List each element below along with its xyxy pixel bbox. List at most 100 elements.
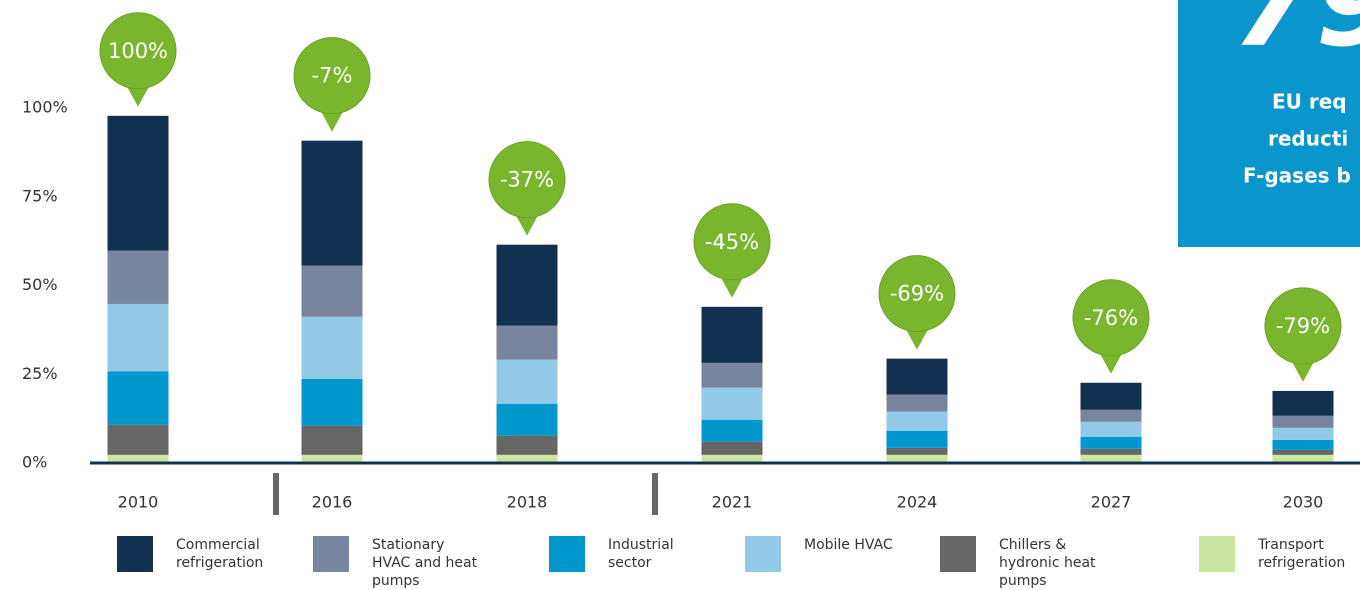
legend-label: Industrial sector <box>608 537 674 571</box>
legend-swatch <box>549 536 585 572</box>
bubble-label: 100% <box>108 39 168 63</box>
bar-segment <box>107 424 169 455</box>
legend-swatch <box>940 536 976 572</box>
bar-segment <box>496 325 558 360</box>
bar-segment <box>1272 390 1334 416</box>
bar-segment <box>107 371 169 425</box>
bar-segment <box>701 362 763 388</box>
x-tick-label: 2010 <box>118 493 159 512</box>
bar-segment <box>701 387 763 420</box>
bar-segment <box>496 403 558 436</box>
callout-line: EU req <box>1272 90 1347 114</box>
bar-segment <box>107 303 169 372</box>
x-tick-label: 2018 <box>507 493 548 512</box>
bubble-label: -37% <box>500 168 554 192</box>
bar-segment <box>107 250 169 304</box>
legend-label: Mobile HVAC <box>804 537 893 553</box>
bubble-shape <box>905 327 929 350</box>
bar-segment <box>1272 449 1334 455</box>
bubble-shape <box>1291 359 1315 382</box>
bubble-shape <box>99 12 177 90</box>
separator <box>273 473 279 515</box>
bubble-shape <box>720 275 744 298</box>
bar-segment <box>1080 382 1142 410</box>
x-tick-label: 2030 <box>1283 493 1324 512</box>
bar-segment <box>301 265 363 317</box>
bar-segment <box>1272 415 1334 428</box>
y-tick-label: 50% <box>22 275 58 294</box>
bar-segment <box>1080 448 1142 455</box>
callout-box <box>1178 0 1360 247</box>
callout-line: reducti <box>1268 127 1348 151</box>
bubble-label: -79% <box>1276 314 1330 338</box>
bubble-shape <box>1099 351 1123 374</box>
bar-segment <box>496 435 558 455</box>
bubble-shape <box>126 84 150 107</box>
bar-segment <box>107 115 169 251</box>
chart: 79 EU req reducti F-gases b 0% 25% 50% 75% 1… <box>22 0 1360 515</box>
bubble: -79% <box>1264 287 1342 382</box>
legend-swatch <box>1199 536 1235 572</box>
bubble-shape <box>488 141 566 219</box>
bubble-label: -69% <box>890 282 944 306</box>
bubble-shape <box>320 109 344 132</box>
legend-swatch <box>313 536 349 572</box>
legend-swatch <box>117 536 153 572</box>
bar-segment <box>886 447 948 455</box>
bar-segment <box>1080 409 1142 422</box>
x-tick-label: 2016 <box>312 493 353 512</box>
legend-label: Chillers & hydronic heat pumps <box>999 537 1096 589</box>
bubble-label: -45% <box>705 230 759 254</box>
bubble: -45% <box>693 203 771 298</box>
bubble: -76% <box>1072 279 1150 374</box>
bar-segment <box>1080 421 1142 437</box>
bar-segment <box>107 454 169 463</box>
legend-label: Transport refrigeration <box>1258 537 1346 571</box>
bar-segment <box>301 378 363 426</box>
bubble-shape <box>693 203 771 281</box>
bar-segment <box>1272 427 1334 440</box>
x-tick-label: 2027 <box>1091 493 1132 512</box>
bar-segment <box>496 359 558 404</box>
bar-segment <box>1080 454 1142 463</box>
bar-segment <box>886 411 948 431</box>
y-tick-label: 25% <box>22 364 58 383</box>
x-tick-label: 2024 <box>897 493 938 512</box>
bar-segment <box>886 358 948 395</box>
bubble: -69% <box>878 255 956 350</box>
bar-segment <box>301 454 363 463</box>
callout-line: F-gases b <box>1243 164 1351 188</box>
legend-label: Stationary HVAC and heat pumps <box>372 537 478 589</box>
legend-swatch <box>745 536 781 572</box>
bubble-shape <box>1264 287 1342 365</box>
bubble-label: -76% <box>1084 306 1138 330</box>
bar-segment <box>701 454 763 463</box>
bubble: -37% <box>488 141 566 236</box>
bar-segment <box>496 244 558 326</box>
bubble: -7% <box>293 37 371 132</box>
callout-number: 79 <box>1232 0 1360 74</box>
bar-segment <box>886 454 948 463</box>
bar-segment <box>301 425 363 455</box>
legend: Commercial refrigeration Stationary HVAC … <box>0 536 1360 589</box>
bar-segment <box>886 394 948 412</box>
legend-label: Commercial refrigeration <box>176 537 264 571</box>
bar-segment <box>301 316 363 379</box>
bar-segment <box>1080 436 1142 449</box>
bar-segment <box>1272 439 1334 450</box>
bar-segment <box>701 306 763 363</box>
bubble-label: -7% <box>312 64 353 88</box>
x-tick-label: 2021 <box>712 493 753 512</box>
bar-segment <box>301 140 363 266</box>
y-tick-label: 0% <box>22 453 47 472</box>
bubble: 100% <box>99 12 177 107</box>
separator <box>652 473 658 515</box>
y-tick-label: 75% <box>22 186 58 205</box>
bubble-shape <box>878 255 956 333</box>
bar-segment <box>701 441 763 455</box>
bar-segment <box>701 419 763 442</box>
bar-segment <box>886 430 948 448</box>
bubble-shape <box>515 213 539 236</box>
bubble-shape <box>1072 279 1150 357</box>
